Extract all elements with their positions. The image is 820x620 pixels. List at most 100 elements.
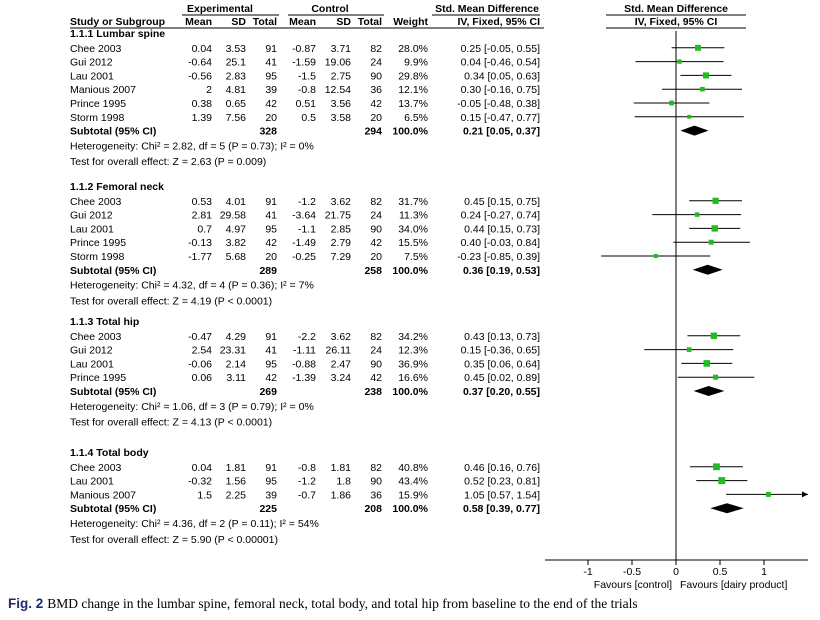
forest-plot: Experimental Control Std. Mean Difference S…: [70, 3, 808, 591]
subtotal-label: Subtotal (95% CI): [70, 126, 156, 138]
exp-mean: 1.5: [197, 489, 212, 501]
study-name: Gui 2012: [70, 57, 113, 69]
study-marker: [703, 360, 711, 367]
exp-mean: 0.06: [192, 372, 213, 384]
subtotal-ci: 0.36 [0.19, 0.53]: [463, 265, 540, 277]
ctl-mean: -1.1: [298, 223, 316, 235]
exp-total: 91: [265, 196, 277, 208]
study-weight: 34.0%: [398, 223, 428, 235]
exp-mean: 2: [206, 84, 212, 96]
ctl-total: 82: [370, 196, 382, 208]
exp-sd: 4.97: [226, 223, 247, 235]
study-marker: [653, 253, 658, 259]
study-weight: 34.2%: [398, 331, 428, 343]
study-name: Chee 2003: [70, 331, 122, 343]
exp-sd: 2.83: [226, 70, 247, 82]
exp-mean: 0.38: [192, 98, 213, 110]
exp-sd: 2.14: [226, 358, 247, 370]
study-weight: 31.7%: [398, 196, 428, 208]
exp-total: 91: [265, 43, 277, 55]
subtotal-ci: 0.21 [0.05, 0.37]: [463, 126, 540, 138]
ctl-total: 36: [370, 489, 382, 501]
ctl-mean: -1.2: [298, 196, 316, 208]
ci-arrow: [802, 491, 808, 498]
study-ci: 0.52 [0.23, 0.81]: [464, 476, 540, 488]
study-ci: 0.30 [-0.16, 0.75]: [461, 84, 540, 96]
exp-mean: -0.47: [188, 331, 212, 343]
study-ci: 0.25 [-0.05, 0.55]: [461, 43, 540, 55]
exp-sd: 1.81: [226, 462, 247, 474]
study-name: Prince 1995: [70, 372, 126, 384]
overall-effect-text: Test for overall effect: Z = 4.19 (P < 0…: [70, 295, 272, 307]
exp-mean: -0.32: [188, 476, 212, 488]
ctl-total: 90: [370, 70, 382, 82]
exp-mean: -0.13: [188, 237, 212, 249]
exp-total: 42: [265, 372, 277, 384]
ctl-sd: 3.24: [331, 372, 352, 384]
study-ci: 0.34 [0.05, 0.63]: [464, 70, 540, 82]
study-ci: 0.15 [-0.47, 0.77]: [461, 112, 540, 124]
ctl-mean: 0.51: [296, 98, 317, 110]
ctl-sd: 3.58: [331, 112, 352, 124]
subtotal-ctl-total: 238: [364, 386, 382, 398]
exp-total: 91: [265, 462, 277, 474]
ctl-mean: -0.8: [298, 84, 316, 96]
study-weight: 29.8%: [398, 70, 428, 82]
study-weight: 43.4%: [398, 476, 428, 488]
exp-total: 42: [265, 237, 277, 249]
study-ci: -0.05 [-0.48, 0.38]: [457, 98, 540, 110]
study-weight: 9.9%: [404, 57, 428, 69]
study-name: Storm 1998: [70, 251, 124, 263]
study-marker: [713, 463, 720, 471]
ctl-total: 42: [370, 237, 382, 249]
exp-sd: 23.31: [220, 345, 246, 357]
ctl-total: 36: [370, 84, 382, 96]
study-ci: -0.23 [-0.85, 0.39]: [457, 251, 540, 263]
exp-sd: 4.01: [226, 196, 247, 208]
subtotal-ci: 0.37 [0.20, 0.55]: [463, 386, 540, 398]
ctl-total: 42: [370, 98, 382, 110]
ctl-sd: 12.54: [325, 84, 351, 96]
study-marker: [686, 347, 692, 352]
study-ci: 0.45 [0.15, 0.75]: [464, 196, 540, 208]
subgroup-title: 1.1.2 Femoral neck: [70, 181, 164, 193]
exp-mean: 2.54: [192, 345, 213, 357]
study-ci: 0.40 [-0.03, 0.84]: [461, 237, 540, 249]
study-name: Prince 1995: [70, 237, 126, 249]
header-experimental: Experimental: [187, 3, 253, 15]
subgroup-title: 1.1.3 Total hip: [70, 316, 139, 328]
ctl-total: 82: [370, 462, 382, 474]
subtotal-diamond: [692, 264, 723, 275]
exp-mean: 2.81: [192, 210, 213, 222]
subtotal-label: Subtotal (95% CI): [70, 503, 156, 515]
column-plot-ci: IV, Fixed, 95% CI: [635, 16, 718, 28]
ctl-total: 24: [370, 345, 382, 357]
study-weight: 15.9%: [398, 489, 428, 501]
ctl-total: 20: [370, 112, 382, 124]
study-marker: [687, 114, 692, 119]
study-name: Chee 2003: [70, 43, 122, 55]
study-name: Manious 2007: [70, 84, 136, 96]
heterogeneity-text: Heterogeneity: Chi² = 2.82, df = 5 (P = …: [70, 140, 314, 152]
subtotal-ci: 0.58 [0.39, 0.77]: [463, 503, 540, 515]
ctl-sd: 2.47: [331, 358, 352, 370]
study-weight: 15.5%: [398, 237, 428, 249]
study-ci: 0.43 [0.13, 0.73]: [464, 331, 540, 343]
exp-mean: -0.06: [188, 358, 212, 370]
exp-total: 20: [265, 112, 277, 124]
study-marker: [695, 44, 701, 51]
exp-total: 91: [265, 331, 277, 343]
ctl-total: 82: [370, 331, 382, 343]
column-ctl-total: Total: [358, 16, 382, 28]
ctl-sd: 2.75: [331, 70, 352, 82]
ctl-total: 24: [370, 210, 382, 222]
study-weight: 7.5%: [404, 251, 428, 263]
ctl-sd: 3.62: [331, 196, 352, 208]
study-weight: 12.1%: [398, 84, 428, 96]
exp-mean: -0.56: [188, 70, 212, 82]
exp-mean: 0.7: [197, 223, 212, 235]
ctl-mean: -0.25: [292, 251, 316, 263]
study-ci: 0.15 [-0.36, 0.65]: [461, 345, 540, 357]
ctl-total: 90: [370, 476, 382, 488]
exp-sd: 3.53: [226, 43, 247, 55]
